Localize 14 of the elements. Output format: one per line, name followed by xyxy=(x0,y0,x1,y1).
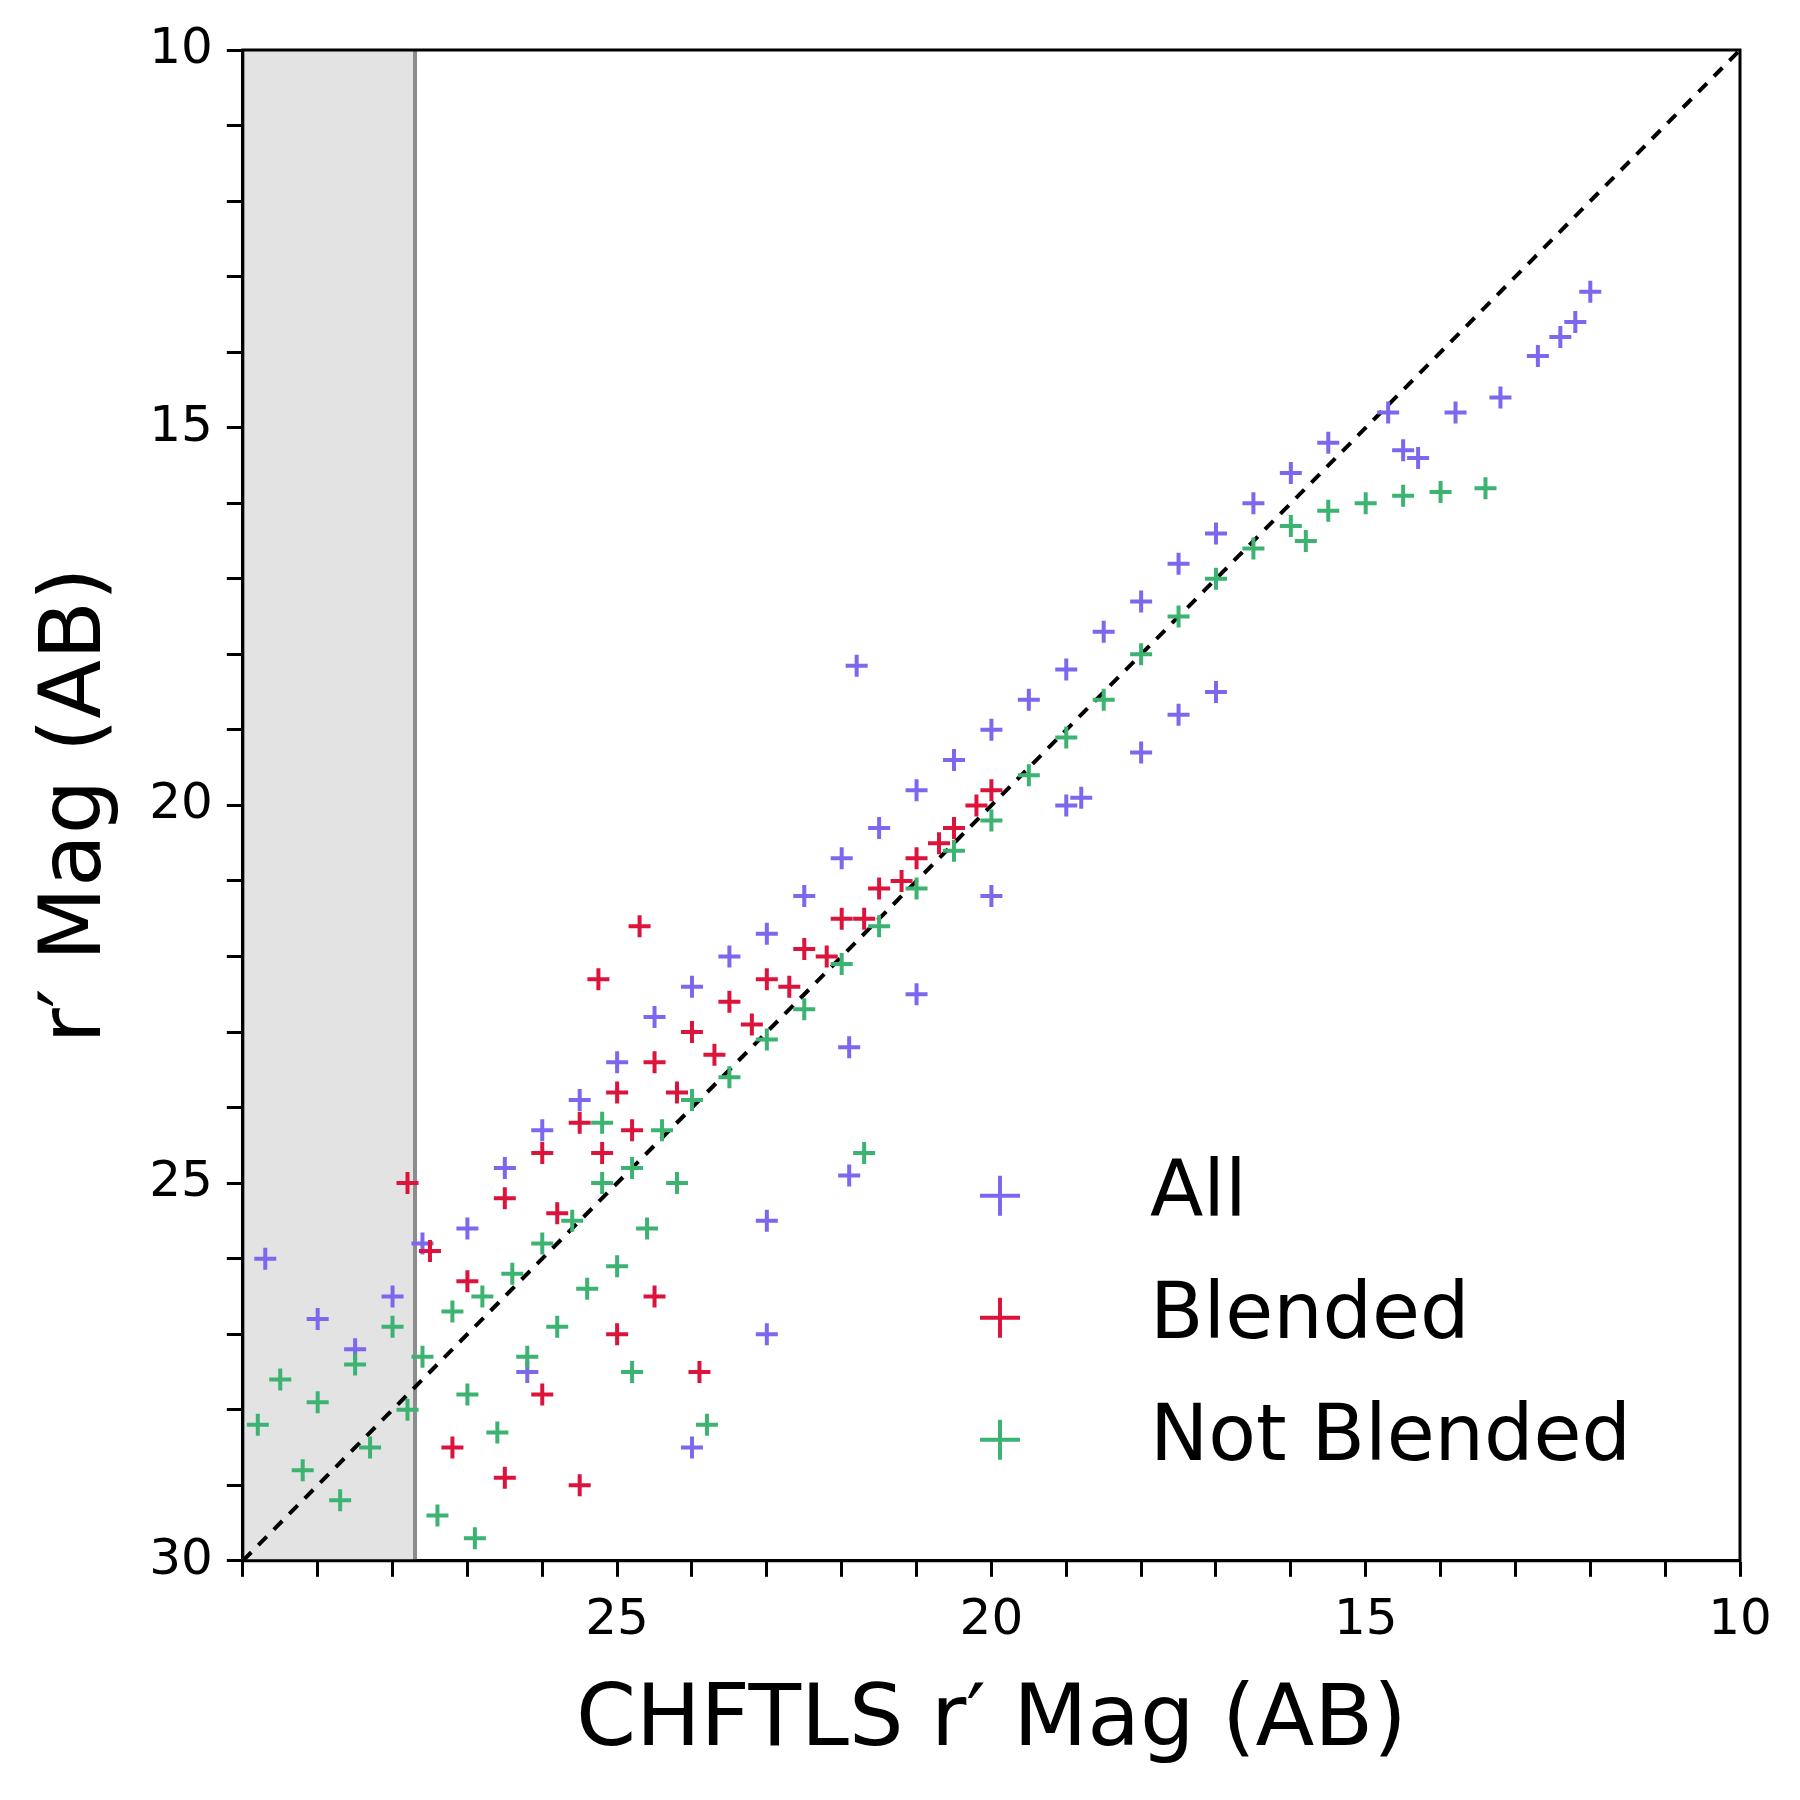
x-tick-label: 20 xyxy=(959,1587,1024,1646)
y-tick-label: 15 xyxy=(149,394,213,453)
x-tick-label: 15 xyxy=(1333,1587,1398,1646)
y-tick-label: 25 xyxy=(149,1150,213,1209)
x-tick-label: 25 xyxy=(585,1587,649,1646)
y-tick-label: 30 xyxy=(149,1527,213,1586)
y-tick-label: 10 xyxy=(149,16,213,75)
x-tick-label: 10 xyxy=(1708,1587,1772,1646)
legend-label: Blended xyxy=(1150,1266,1470,1357)
y-tick-label: 20 xyxy=(149,772,213,831)
x-axis-title: CHFTLS r′ Mag (AB) xyxy=(575,1664,1407,1765)
legend-label: Not Blended xyxy=(1150,1388,1632,1479)
y-axis-title: r′ Mag (AB) xyxy=(19,567,120,1044)
legend-label: All xyxy=(1150,1144,1247,1235)
